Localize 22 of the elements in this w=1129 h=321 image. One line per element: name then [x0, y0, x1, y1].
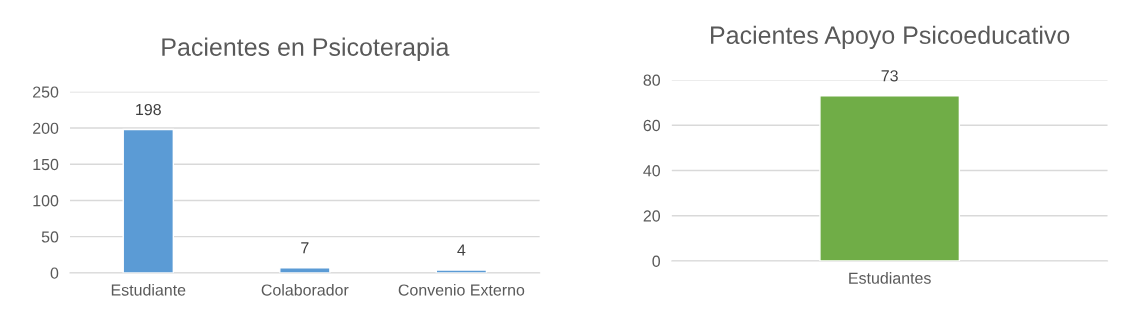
data-label: 73: [881, 70, 898, 82]
x-tick-label: Estudiantes: [849, 272, 931, 284]
y-tick-label: 80: [643, 74, 661, 86]
chart-title: Pacientes Apoyo Psicoeducativo: [711, 25, 1070, 50]
x-tick-label: Colaborador: [261, 283, 349, 296]
data-label: 4: [457, 244, 466, 256]
chart-title: Pacientes en Psicoterapia: [162, 37, 450, 61]
x-tick-label: Convenio Externo: [398, 283, 525, 296]
y-tick-label: 20: [643, 210, 661, 222]
y-tick-label: 60: [643, 119, 661, 132]
y-tick-label: 50: [41, 231, 59, 243]
y-tick-label: 0: [50, 267, 59, 279]
y-tick-label: 200: [33, 122, 59, 134]
bar: [122, 128, 175, 273]
y-tick-label: 250: [33, 86, 59, 98]
data-label: 7: [301, 242, 309, 254]
x-tick-label: Estudiante: [111, 283, 186, 296]
y-tick-label: 0: [652, 255, 661, 267]
y-tick-label: 40: [643, 165, 661, 177]
data-label: 198: [136, 103, 161, 116]
y-tick-label: 150: [33, 158, 59, 171]
y-tick-label: 100: [33, 195, 59, 207]
